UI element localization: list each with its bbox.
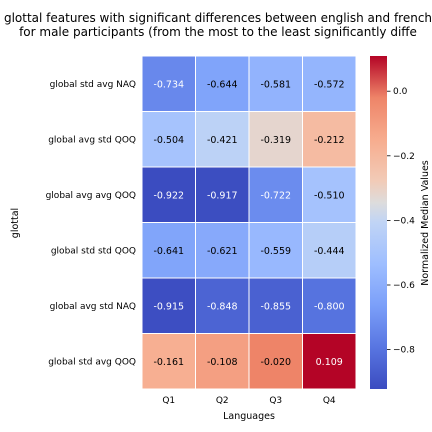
heatmap-cell xyxy=(248,333,303,390)
heatmap-cell xyxy=(195,333,250,390)
cell-value-label: -0.621 xyxy=(207,246,238,257)
y-tick-label: global std avg QOQ xyxy=(48,357,136,367)
heatmap-cell xyxy=(141,277,196,334)
cell-value-label: -0.644 xyxy=(207,79,238,90)
cell-value-label: -0.421 xyxy=(207,135,238,146)
colorbar-tick-label: −0.2 xyxy=(393,152,415,162)
x-tick-label: Q4 xyxy=(323,396,336,406)
x-tick-label: Q1 xyxy=(162,396,175,406)
heatmap-cell xyxy=(195,222,250,279)
heatmap-cell xyxy=(302,333,357,390)
chart-title-line2: for male participants (from the most to … xyxy=(19,25,417,39)
cell-value-label: -0.848 xyxy=(207,301,238,312)
heatmap-cell xyxy=(195,277,250,334)
colorbar-label: Normalized Median Values xyxy=(420,160,431,286)
colorbar-tick-label: −0.6 xyxy=(393,281,415,291)
heatmap-cell xyxy=(195,166,250,223)
colorbar-tick-label: −0.4 xyxy=(393,216,415,226)
cell-value-label: -0.161 xyxy=(153,357,184,368)
x-axis-label: Languages xyxy=(223,411,275,422)
colorbar-ticks: 0.0 −0.2 −0.4 −0.6 −0.8 xyxy=(387,87,415,356)
x-tick-labels: Q1 Q2 Q3 Q4 xyxy=(162,396,336,406)
heatmap-cell xyxy=(248,277,303,334)
cell-value-label: -0.917 xyxy=(207,190,238,201)
cell-value-label: -0.108 xyxy=(207,357,238,368)
cell-value-label: -0.020 xyxy=(260,357,291,368)
cell-value-label: -0.510 xyxy=(314,190,345,201)
cell-value-label: -0.922 xyxy=(153,190,184,201)
heatmap-cells: -0.734 -0.644 -0.581 -0.572 -0.504 -0.421 -0.3… xyxy=(141,55,357,390)
heatmap-cell xyxy=(302,222,357,279)
colorbar-tick-label: −0.8 xyxy=(393,346,415,356)
cell-value-label: -0.319 xyxy=(260,135,291,146)
heatmap-cell xyxy=(302,277,357,334)
cell-value-label: -0.722 xyxy=(260,190,291,201)
heatmap-cell xyxy=(195,111,250,168)
cell-value-label: -0.559 xyxy=(260,246,291,257)
y-tick-label: global avg std NAQ xyxy=(50,302,136,312)
x-tick-label: Q3 xyxy=(269,396,282,406)
colorbar xyxy=(370,56,387,389)
y-tick-label: global std std QOQ xyxy=(51,246,136,256)
x-tick-label: Q2 xyxy=(216,396,229,406)
heatmap-cell xyxy=(195,55,250,112)
y-tick-label: global avg std QOQ xyxy=(48,135,136,145)
cell-value-label: -0.581 xyxy=(260,79,291,90)
cell-value-label: -0.641 xyxy=(153,246,184,257)
cell-value-label: -0.444 xyxy=(314,246,345,257)
heatmap-cell xyxy=(302,166,357,223)
y-tick-label: global std avg NAQ xyxy=(50,80,136,90)
colorbar-tick-label: 0.0 xyxy=(393,87,408,97)
y-tick-labels: global std avg NAQ global avg std QOQ glob… xyxy=(46,80,136,368)
heatmap-cell xyxy=(248,55,303,112)
cell-value-label: -0.915 xyxy=(153,301,184,312)
y-axis-label: glottal xyxy=(10,208,21,238)
heatmap-cell xyxy=(302,55,357,112)
cell-value-label: -0.734 xyxy=(153,79,184,90)
heatmap-cell xyxy=(302,111,357,168)
chart-title-line1: glottal features with significant differ… xyxy=(4,11,432,25)
y-tick-label: global avg avg QOQ xyxy=(46,191,136,201)
cell-value-label: -0.572 xyxy=(314,79,345,90)
cell-value-label: -0.212 xyxy=(314,135,345,146)
heatmap-cell xyxy=(141,333,196,390)
heatmap-cell xyxy=(141,55,196,112)
cell-value-label: -0.504 xyxy=(153,135,184,146)
cell-value-label: 0.109 xyxy=(316,357,343,368)
cell-value-label: -0.855 xyxy=(260,301,291,312)
cell-value-label: -0.800 xyxy=(314,301,345,312)
